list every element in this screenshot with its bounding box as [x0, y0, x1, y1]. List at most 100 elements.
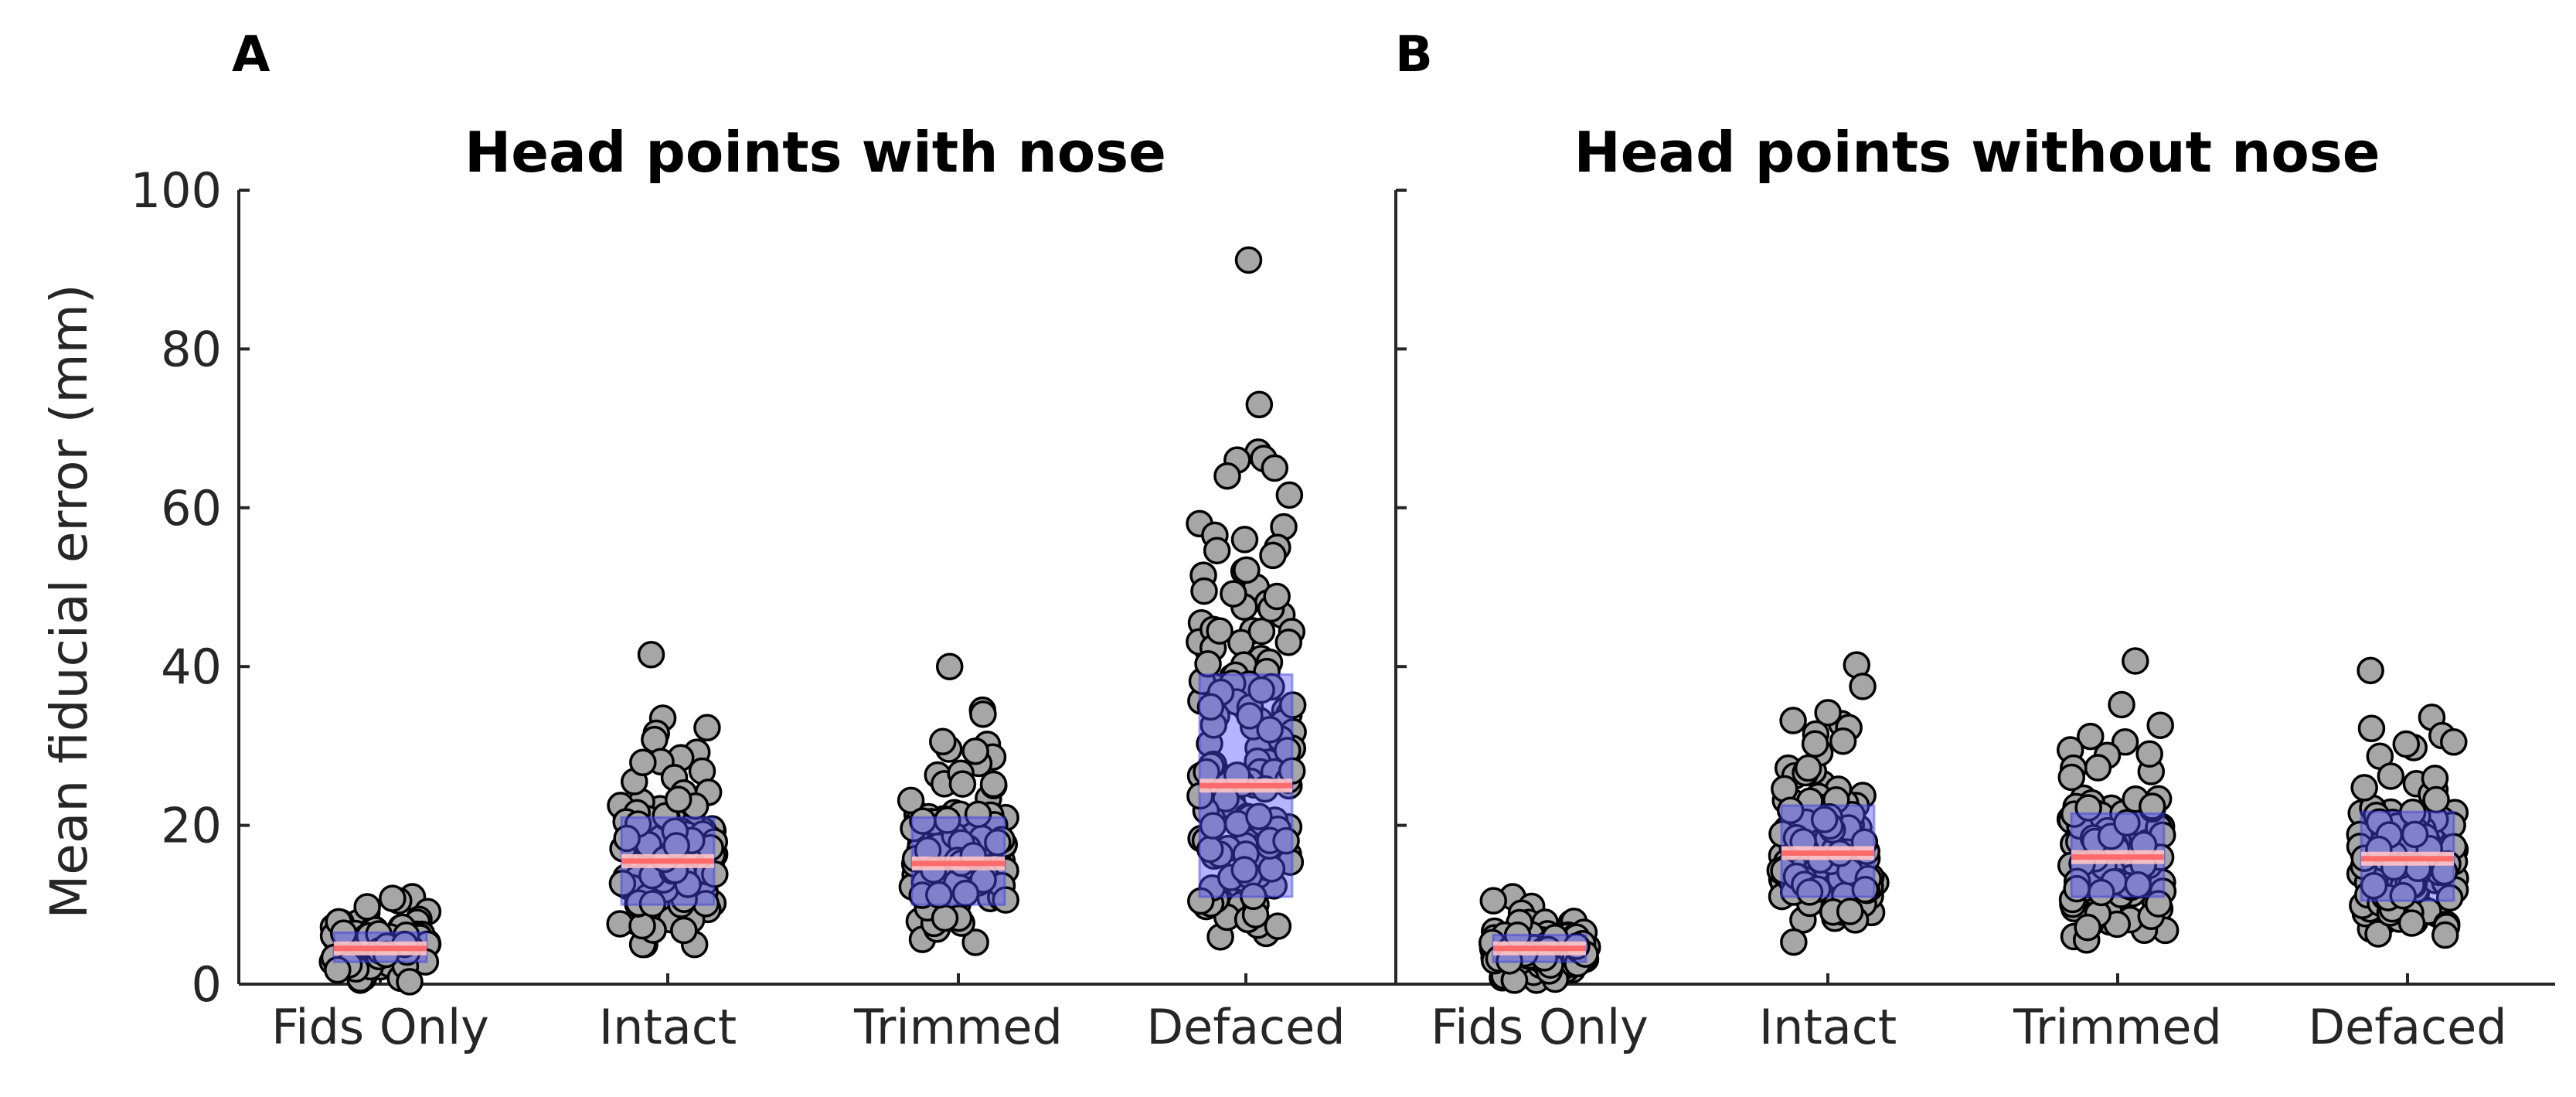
data-point: [2124, 870, 2152, 899]
data-point: [1245, 390, 1274, 419]
data-point: [1264, 912, 1292, 940]
y-tick-label: 40: [161, 639, 222, 695]
data-point: [1247, 617, 1276, 646]
data-point: [2074, 794, 2102, 822]
x-tick-label: Intact: [1759, 999, 1897, 1055]
data-point: [1275, 481, 1304, 509]
data-point: [2360, 871, 2388, 900]
group-fids-only: [1478, 883, 1601, 994]
group-fids-only: [318, 883, 442, 996]
data-point: [1256, 716, 1284, 744]
data-point: [897, 786, 925, 815]
y-tick-label: 80: [161, 321, 222, 377]
data-point: [1836, 898, 1864, 925]
data-point: [1479, 887, 1508, 915]
data-point: [969, 700, 997, 728]
data-point: [931, 904, 959, 932]
data-point: [2392, 730, 2421, 758]
group-intact: [606, 641, 729, 959]
data-point: [2138, 792, 2166, 820]
data-point: [1199, 812, 1227, 840]
data-point: [2084, 754, 2112, 782]
data-point: [2077, 722, 2105, 751]
data-point: [637, 641, 665, 669]
data-point: [2063, 874, 2091, 903]
x-tick-label: Trimmed: [2013, 999, 2222, 1055]
data-point: [1261, 454, 1288, 482]
data-point: [2357, 656, 2384, 685]
data-point: [2364, 920, 2392, 948]
data-point: [1278, 691, 1307, 719]
x-ticks-a: Fids Only Intact Trimmed Defaced: [271, 973, 1346, 1055]
data-point: [1795, 878, 1824, 906]
data-point: [693, 714, 721, 742]
data-point: [951, 879, 980, 908]
group-intact: [1766, 651, 1890, 956]
data-point: [629, 748, 657, 777]
data-point: [2146, 711, 2174, 739]
data-point: [1190, 577, 1218, 605]
y-tick-label: 60: [161, 480, 222, 537]
data-point: [1196, 693, 1225, 721]
data-point: [1194, 650, 1222, 678]
data-point: [1233, 556, 1261, 584]
data-point: [1186, 887, 1215, 915]
group-trimmed: [897, 652, 1019, 956]
data-point: [324, 956, 352, 984]
data-point: [979, 770, 1008, 799]
data-point: [2377, 762, 2405, 790]
points: [897, 652, 1019, 956]
group-defaced: [1186, 246, 1307, 951]
points: [2056, 647, 2180, 954]
data-point: [929, 727, 957, 756]
points: [2346, 656, 2469, 949]
data-point: [2108, 690, 2135, 719]
points: [606, 641, 729, 959]
data-point: [2397, 909, 2426, 937]
data-point: [2431, 921, 2459, 949]
data-point: [1801, 730, 1829, 758]
data-point: [396, 968, 424, 996]
panel-a: A Head points with nose Mean fiducial er…: [39, 26, 1396, 1055]
data-point: [1851, 875, 1880, 904]
y-tick-label: 0: [192, 956, 222, 1013]
panel-b: B Head points without nose Fids Only Inta…: [1394, 26, 2555, 1055]
groups-b: [1478, 647, 2469, 994]
data-point: [964, 800, 992, 829]
data-point: [608, 870, 637, 898]
data-point: [1240, 882, 1268, 911]
data-point: [1794, 754, 1822, 782]
group-defaced: [2346, 656, 2469, 949]
y-tick-label: 100: [131, 162, 222, 219]
data-point: [2422, 785, 2450, 814]
data-point: [1230, 526, 1259, 554]
data-point: [1259, 541, 1287, 570]
data-point: [2111, 728, 2139, 756]
data-point: [1829, 727, 1857, 755]
data-point: [1776, 796, 1805, 825]
data-point: [1780, 928, 1808, 956]
data-point: [1203, 537, 1231, 564]
data-point: [664, 785, 692, 813]
data-point: [353, 893, 381, 921]
data-point: [992, 886, 1019, 914]
data-point: [2135, 740, 2163, 768]
data-point: [638, 890, 667, 918]
data-point: [2435, 884, 2464, 912]
x-tick-label: Intact: [599, 999, 737, 1055]
data-point: [1274, 629, 1303, 656]
data-point: [2350, 774, 2378, 802]
x-tick-label: Trimmed: [853, 999, 1063, 1055]
data-point: [2144, 890, 2173, 918]
data-point: [1263, 582, 1291, 611]
data-point: [613, 824, 641, 853]
data-point: [2389, 881, 2418, 910]
panel-label-a: A: [232, 26, 271, 83]
data-point: [948, 770, 977, 798]
data-point: [2057, 763, 2086, 792]
data-point: [606, 910, 634, 938]
data-point: [2401, 820, 2429, 849]
group-trimmed: [2056, 647, 2180, 954]
x-tick-label: Fids Only: [271, 999, 489, 1055]
